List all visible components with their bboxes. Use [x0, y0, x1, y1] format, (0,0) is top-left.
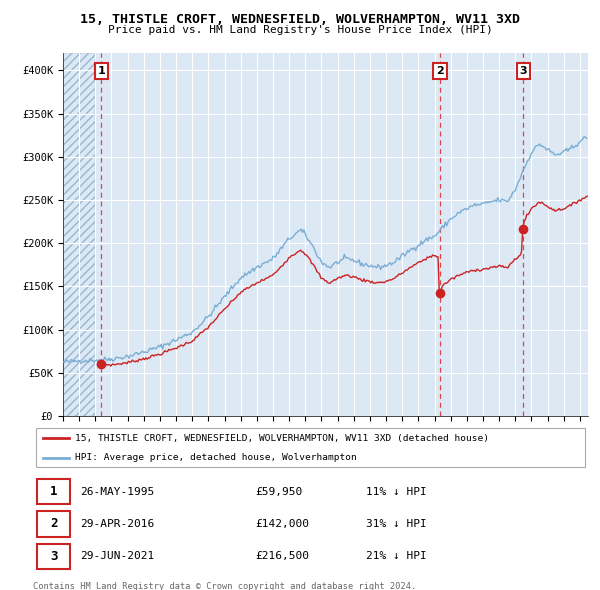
- Text: 11% ↓ HPI: 11% ↓ HPI: [366, 487, 427, 497]
- Text: Contains HM Land Registry data © Crown copyright and database right 2024.: Contains HM Land Registry data © Crown c…: [33, 582, 416, 590]
- Text: HPI: Average price, detached house, Wolverhampton: HPI: Average price, detached house, Wolv…: [74, 453, 356, 462]
- Text: £142,000: £142,000: [255, 519, 309, 529]
- FancyBboxPatch shape: [36, 428, 585, 467]
- FancyBboxPatch shape: [37, 479, 70, 504]
- Text: 15, THISTLE CROFT, WEDNESFIELD, WOLVERHAMPTON, WV11 3XD (detached house): 15, THISTLE CROFT, WEDNESFIELD, WOLVERHA…: [74, 434, 488, 442]
- Text: 2: 2: [436, 66, 444, 76]
- Text: Price paid vs. HM Land Registry's House Price Index (HPI): Price paid vs. HM Land Registry's House …: [107, 25, 493, 35]
- FancyBboxPatch shape: [37, 543, 70, 569]
- Text: 21% ↓ HPI: 21% ↓ HPI: [366, 551, 427, 561]
- Text: £59,950: £59,950: [255, 487, 302, 497]
- Text: 1: 1: [98, 66, 106, 76]
- FancyBboxPatch shape: [37, 511, 70, 537]
- Text: 15, THISTLE CROFT, WEDNESFIELD, WOLVERHAMPTON, WV11 3XD: 15, THISTLE CROFT, WEDNESFIELD, WOLVERHA…: [80, 13, 520, 26]
- Text: 31% ↓ HPI: 31% ↓ HPI: [366, 519, 427, 529]
- Text: 2: 2: [50, 517, 57, 530]
- Text: 29-APR-2016: 29-APR-2016: [80, 519, 154, 529]
- Text: 1: 1: [50, 485, 57, 498]
- Text: £216,500: £216,500: [255, 551, 309, 561]
- Text: 3: 3: [520, 66, 527, 76]
- Text: 26-MAY-1995: 26-MAY-1995: [80, 487, 154, 497]
- Text: 29-JUN-2021: 29-JUN-2021: [80, 551, 154, 561]
- Text: 3: 3: [50, 550, 57, 563]
